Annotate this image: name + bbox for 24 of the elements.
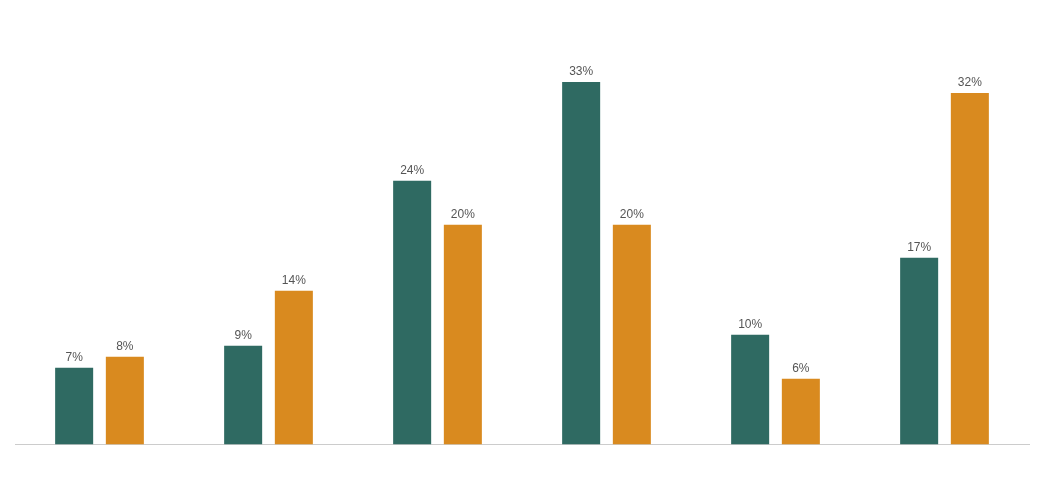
bar [900, 257, 939, 445]
data-label: 7% [65, 349, 84, 364]
bar [950, 92, 989, 445]
data-label: 14% [281, 273, 307, 288]
bar [393, 180, 432, 445]
bar [224, 345, 263, 445]
bar [612, 224, 651, 445]
data-label: 32% [957, 75, 983, 90]
data-label: 33% [569, 64, 594, 79]
bar [443, 224, 482, 445]
bar [55, 367, 94, 445]
data-label: 17% [907, 240, 932, 255]
bar [105, 356, 144, 445]
bar [562, 81, 601, 445]
bar [731, 334, 770, 445]
bar [274, 290, 313, 445]
data-label: 20% [450, 207, 476, 222]
data-label: 8% [116, 339, 134, 353]
data-label: 20% [619, 207, 645, 222]
data-label: 9% [234, 328, 253, 343]
data-label: 10% [738, 317, 763, 332]
data-label: 6% [792, 360, 810, 375]
bar [781, 378, 820, 445]
data-label: 24% [400, 163, 425, 178]
